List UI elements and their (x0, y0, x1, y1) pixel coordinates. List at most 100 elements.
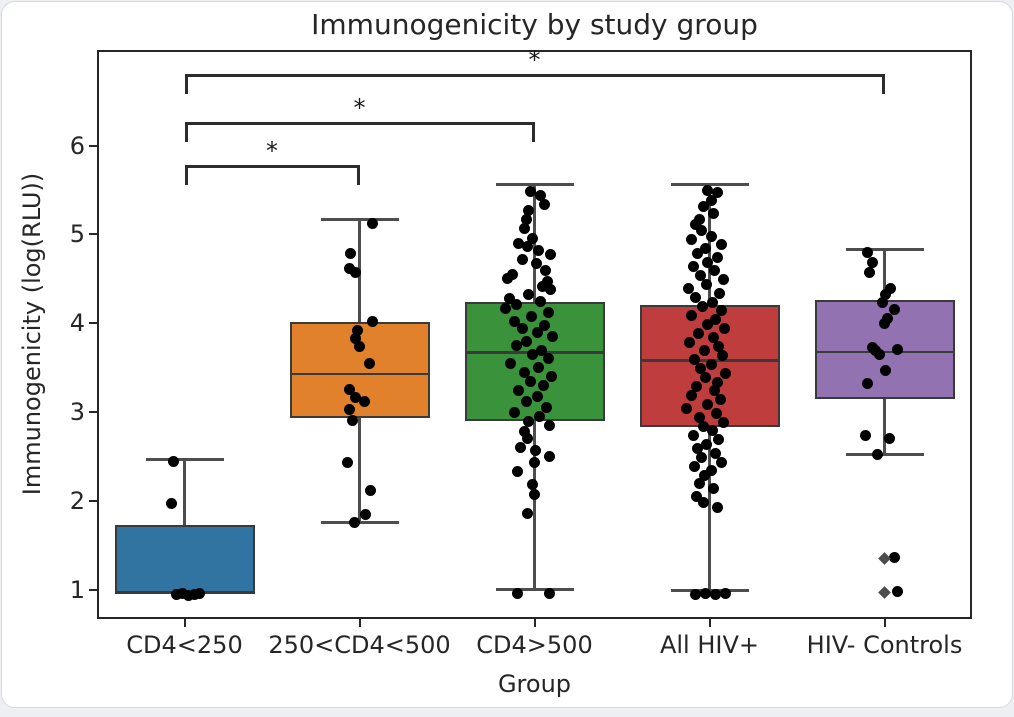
significance-bracket (184, 122, 535, 143)
data-point (194, 588, 205, 600)
data-point (692, 247, 703, 259)
data-point (367, 218, 378, 230)
data-point (519, 366, 530, 378)
data-point (700, 243, 711, 255)
data-point (537, 280, 548, 292)
data-point (535, 189, 546, 201)
plot-frame (97, 50, 972, 619)
x-tick-label: All HIV+ (659, 631, 760, 659)
data-point (502, 273, 513, 285)
data-point (539, 319, 550, 331)
data-point (712, 187, 723, 199)
data-point (700, 588, 711, 600)
data-point (534, 411, 545, 423)
significance-star: * (353, 94, 366, 123)
lower-whisker-line (533, 421, 536, 590)
data-point (523, 204, 534, 216)
median-line (289, 372, 430, 376)
plot-area: 1 2 3 4 5 6 CD4<250 250<CD4<500 CD4>500 All HIV+ H… (2, 2, 1012, 707)
data-point (545, 249, 556, 261)
significance-bracket (184, 165, 360, 186)
data-point (511, 299, 522, 311)
x-tick-label: CD4>500 (476, 631, 593, 659)
data-point (874, 349, 885, 360)
data-point (512, 466, 523, 478)
x-tick-label: HIV- Controls (806, 631, 963, 659)
data-point (360, 509, 371, 521)
data-point (535, 295, 546, 307)
lower-whisker-line (883, 398, 886, 455)
data-point (710, 589, 721, 601)
data-point (344, 383, 355, 395)
data-point (706, 358, 717, 370)
data-point (527, 478, 538, 490)
data-point (892, 586, 903, 598)
data-point (523, 288, 534, 300)
upper-whisker-cap (495, 183, 574, 187)
data-point (717, 349, 728, 361)
data-point (352, 324, 363, 336)
data-point (529, 456, 540, 468)
data-point (525, 186, 536, 198)
data-point (708, 483, 719, 495)
data-point (177, 588, 188, 600)
data-point (515, 442, 526, 454)
data-point (696, 452, 707, 464)
data-point (540, 264, 551, 276)
data-point (692, 443, 703, 455)
x-tick-mark (533, 619, 536, 627)
y-tick-mark (89, 233, 97, 236)
data-point (702, 184, 713, 196)
data-point (350, 333, 361, 344)
upper-whisker-cap (320, 217, 399, 221)
x-tick-label: 250<CD4<500 (268, 631, 451, 659)
data-point (517, 323, 528, 335)
data-point (688, 429, 699, 441)
y-tick-mark (89, 144, 97, 147)
data-point (699, 469, 710, 481)
data-point (712, 501, 723, 513)
data-point (519, 426, 530, 438)
data-point (693, 327, 704, 339)
data-point (532, 390, 543, 402)
data-point (513, 384, 524, 396)
significance-star: * (528, 46, 541, 75)
data-point (686, 234, 697, 246)
data-point (541, 402, 552, 414)
data-point (529, 489, 540, 501)
data-point (512, 588, 523, 600)
data-point (166, 498, 177, 510)
data-point (889, 551, 900, 563)
data-point (171, 589, 182, 601)
data-point (350, 391, 361, 403)
data-point (690, 219, 701, 231)
data-point (544, 588, 555, 600)
data-point (686, 309, 697, 321)
data-point (892, 343, 903, 355)
lower-whisker-cap (495, 587, 574, 591)
data-point (702, 256, 713, 268)
boxplot-box (114, 525, 255, 594)
data-point (347, 414, 358, 426)
data-point (536, 344, 547, 356)
data-point (702, 318, 713, 330)
data-point (716, 456, 727, 468)
data-point (862, 246, 873, 258)
data-point (696, 225, 707, 237)
data-point (504, 292, 515, 304)
data-point (718, 274, 729, 286)
data-point (500, 302, 511, 314)
data-point (531, 258, 542, 270)
data-point (689, 354, 700, 366)
data-point (719, 323, 730, 335)
data-point (712, 252, 723, 264)
x-tick-mark (183, 619, 186, 627)
data-point (700, 372, 711, 384)
data-point (864, 267, 875, 279)
significance-bracket (184, 74, 885, 95)
data-point (691, 381, 702, 392)
data-point (521, 335, 532, 347)
data-point (706, 230, 717, 242)
data-point (542, 276, 553, 288)
